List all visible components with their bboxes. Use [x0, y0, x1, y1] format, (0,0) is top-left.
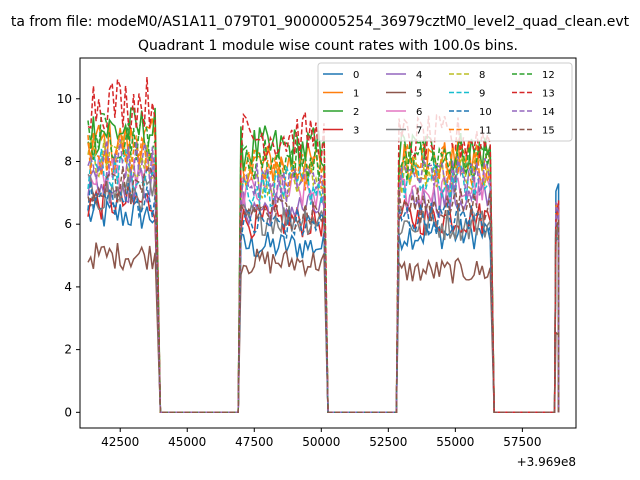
legend-label-15: 15: [542, 126, 555, 137]
x-tick-label: 50000: [302, 435, 340, 449]
y-tick-label: 6: [64, 217, 72, 231]
x-tick-label: 42500: [101, 435, 139, 449]
series-line-5: [87, 242, 560, 414]
plot-frame: [79, 57, 577, 429]
y-axis: 0 2 4 6 8 10: [57, 92, 80, 419]
legend-label-10: 10: [479, 107, 492, 118]
legend-label-6: 6: [416, 107, 422, 118]
legend-label-4: 4: [416, 70, 422, 81]
y-tick-label: 2: [64, 343, 72, 357]
series-line-6: [87, 150, 560, 414]
y-tick-label: 4: [64, 280, 72, 294]
legend-label-8: 8: [479, 70, 485, 81]
legend-label-7: 7: [416, 126, 422, 137]
legend-label-5: 5: [416, 89, 422, 100]
x-tick-label: 52500: [369, 435, 407, 449]
series-line-10: [87, 180, 560, 414]
series-line-0: [87, 183, 560, 414]
legend-box: [317, 62, 573, 142]
x-tick-label: 47500: [235, 435, 273, 449]
series-line-14: [87, 139, 560, 414]
series-line-15: [87, 164, 560, 414]
x-tick-label: 57500: [503, 435, 541, 449]
x-axis: 42500 45000 47500 50000 52500 55000 57500: [101, 428, 541, 449]
legend-label-1: 1: [353, 89, 359, 100]
y-tick-label: 8: [64, 154, 72, 168]
legend-label-3: 3: [353, 126, 359, 137]
legend-label-14: 14: [542, 107, 555, 118]
legend-label-9: 9: [479, 89, 485, 100]
x-tick-label: 55000: [436, 435, 474, 449]
y-tick-label: 0: [64, 405, 72, 419]
legend-label-13: 13: [542, 89, 555, 100]
series-layer: [87, 76, 560, 414]
legend-label-2: 2: [353, 107, 359, 118]
y-tick-label: 10: [57, 92, 72, 106]
legend-label-11: 11: [479, 126, 492, 137]
legend-label-12: 12: [542, 70, 555, 81]
chart-title: Quadrant 1 module wise count rates with …: [138, 38, 518, 54]
figure-suptitle: ta from file: modeM0/AS1A11_079T01_90000…: [11, 14, 630, 30]
x-tick-label: 45000: [168, 435, 206, 449]
series-line-12: [87, 112, 560, 414]
legend-label-0: 0: [353, 70, 359, 81]
x-offset-label: +3.969e8: [517, 455, 576, 469]
series-line-11: [87, 130, 560, 414]
